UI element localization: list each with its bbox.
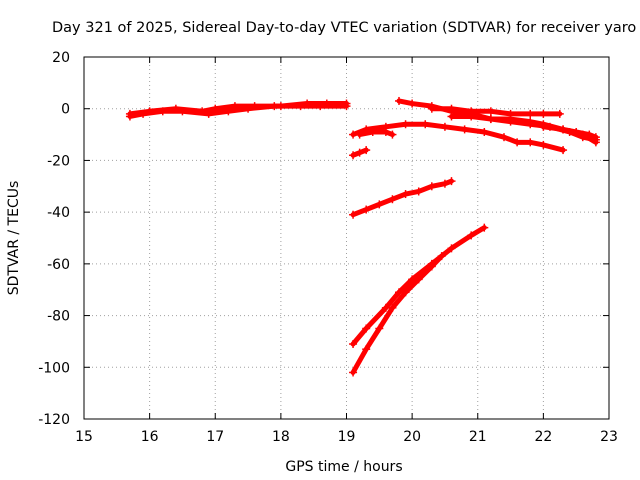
data-point-arc-l bbox=[437, 252, 446, 261]
data-point-arc-h bbox=[447, 112, 456, 121]
data-point-arc-e bbox=[388, 130, 397, 139]
data-point-arc-j bbox=[388, 195, 397, 204]
data-point-arc-l bbox=[375, 324, 384, 333]
x-tick-label: 19 bbox=[338, 429, 356, 445]
data-point-arc-g bbox=[427, 104, 436, 113]
x-tick-label: 23 bbox=[600, 429, 618, 445]
data-point-arc-j bbox=[349, 210, 358, 219]
data-point-arc-d bbox=[513, 138, 522, 147]
data-point-arc-l bbox=[388, 303, 397, 312]
data-point-arc-h bbox=[486, 115, 495, 124]
data-point-arc-d bbox=[539, 140, 548, 149]
data-point-arc-e bbox=[381, 127, 390, 136]
data-point-arc-d bbox=[401, 120, 410, 129]
data-point-arc-h bbox=[526, 117, 535, 126]
x-tick-label: 15 bbox=[75, 429, 93, 445]
y-axis-label: SDTVAR / TECUs bbox=[6, 181, 22, 296]
series-line-arc-e bbox=[357, 129, 395, 138]
x-tick-label: 22 bbox=[534, 429, 552, 445]
data-point-arc-k bbox=[480, 223, 489, 232]
data-point-arc-b bbox=[139, 109, 148, 118]
data-point-arc-l bbox=[362, 345, 371, 354]
series-line-arc-k bbox=[350, 225, 487, 347]
x-axis-label: GPS time / hours bbox=[285, 459, 402, 475]
data-point-arc-g bbox=[526, 109, 535, 118]
data-point-arc-h bbox=[506, 115, 515, 124]
x-tick-label: 20 bbox=[403, 429, 421, 445]
data-point-arc-k bbox=[362, 324, 371, 333]
data-point-arc-k bbox=[447, 244, 456, 253]
data-point-arc-b bbox=[178, 107, 187, 116]
y-tick-label: 0 bbox=[61, 102, 70, 118]
data-point-arc-e bbox=[368, 127, 377, 136]
data-point-arc-d bbox=[421, 120, 430, 129]
y-tick-label: -80 bbox=[47, 309, 70, 325]
x-tick-label: 18 bbox=[272, 429, 290, 445]
data-point-arc-j bbox=[375, 200, 384, 209]
chart-title: Day 321 of 2025, Sidereal Day-to-day VTE… bbox=[52, 20, 636, 36]
data-point-arc-h bbox=[467, 112, 476, 121]
data-point-arc-b bbox=[296, 102, 305, 111]
y-tick-label: -20 bbox=[47, 153, 70, 169]
y-tick-label: -120 bbox=[38, 412, 70, 428]
data-point-arc-e bbox=[355, 130, 364, 139]
data-point-arc-d bbox=[500, 133, 508, 142]
data-point-arc-f bbox=[408, 99, 417, 108]
data-point-arc-g bbox=[486, 107, 495, 116]
y-tick-label: 20 bbox=[52, 50, 70, 66]
y-tick-label: -60 bbox=[47, 257, 70, 273]
data-point-arc-i bbox=[572, 127, 581, 136]
data-point-arc-i bbox=[559, 125, 568, 134]
data-point-arc-d bbox=[526, 138, 535, 147]
data-point-arc-b bbox=[342, 102, 351, 111]
data-point-arc-j bbox=[414, 187, 423, 196]
data-point-arc-j bbox=[362, 205, 371, 214]
data-point-arc-d bbox=[460, 125, 469, 134]
data-point-arc-b bbox=[316, 102, 325, 111]
data-point-arc-l bbox=[427, 262, 436, 271]
data-point-arc-f bbox=[395, 96, 403, 105]
data-point-arc-b bbox=[125, 112, 134, 121]
data-point-arc-d bbox=[480, 127, 489, 136]
data-point-arc-i bbox=[591, 133, 600, 142]
data-point-arc-d bbox=[559, 146, 568, 155]
data-point-arc-j bbox=[447, 177, 456, 186]
x-tick-label: 17 bbox=[206, 429, 224, 445]
data-point-arc-k bbox=[349, 340, 358, 349]
y-tick-label: -100 bbox=[38, 360, 70, 376]
x-tick-label: 21 bbox=[469, 429, 487, 445]
data-point-arc-l bbox=[349, 368, 358, 377]
data-series bbox=[125, 96, 600, 377]
data-point-arc-g bbox=[555, 109, 564, 118]
series-line-arc-l bbox=[350, 253, 445, 375]
data-point-arc-b bbox=[204, 109, 213, 118]
axis-ticks: 15 16 17 18 19 20 21 22 23 -120 -100 -80 -60 -40 -20 0 2… bbox=[38, 50, 618, 445]
data-point-arc-d bbox=[440, 122, 449, 131]
y-tick-label: -40 bbox=[47, 205, 70, 221]
data-point-arc-b bbox=[224, 107, 233, 116]
data-point-arc-b bbox=[244, 104, 253, 113]
data-point-arc-c bbox=[355, 148, 364, 157]
data-point-arc-g bbox=[447, 104, 456, 113]
data-point-arc-j bbox=[427, 182, 436, 191]
data-point-arc-j bbox=[401, 190, 410, 199]
data-point-arc-c bbox=[362, 146, 371, 155]
x-tick-label: 16 bbox=[141, 429, 159, 445]
data-point-arc-i bbox=[585, 130, 594, 139]
data-point-arc-l bbox=[401, 288, 410, 297]
series-line-arc-d bbox=[350, 121, 566, 153]
data-point-arc-l bbox=[414, 275, 423, 284]
data-point-arc-i bbox=[539, 122, 548, 131]
data-point-arc-b bbox=[158, 107, 167, 116]
data-point-arc-c bbox=[349, 151, 358, 160]
data-point-arc-b bbox=[270, 102, 279, 111]
data-point-arc-j bbox=[440, 179, 449, 188]
data-point-arc-g bbox=[539, 109, 548, 118]
data-point-arc-k bbox=[467, 231, 476, 240]
